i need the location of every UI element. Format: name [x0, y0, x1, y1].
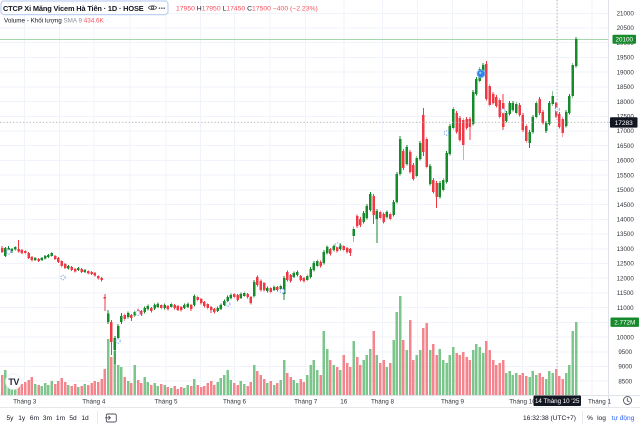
svg-text:Tháng 8: Tháng 8: [371, 398, 395, 405]
svg-text:13500: 13500: [617, 231, 635, 238]
svg-text:3m: 3m: [43, 415, 53, 422]
svg-text:12000: 12000: [617, 275, 635, 282]
svg-text:Tháng 7: Tháng 7: [294, 398, 318, 405]
svg-text:20500: 20500: [617, 25, 635, 32]
svg-text:Tháng 4: Tháng 4: [82, 398, 106, 405]
svg-text:16: 16: [340, 398, 348, 405]
svg-text:Volume - Khối lượng SMA 9 434: Volume - Khối lượng SMA 9 434.6K: [4, 15, 105, 24]
svg-text:1m: 1m: [56, 415, 66, 422]
svg-text:14500: 14500: [617, 202, 635, 209]
svg-text:log: log: [597, 415, 606, 422]
svg-text:2.772M: 2.772M: [614, 320, 635, 327]
svg-text:17500: 17500: [617, 114, 635, 121]
svg-text:CTCP Xi Măng Vicem Hà Tiên · 1: CTCP Xi Măng Vicem Hà Tiên · 1D · HOSE: [3, 4, 144, 13]
svg-text:18000: 18000: [617, 99, 635, 106]
svg-text:Tháng 9: Tháng 9: [441, 398, 465, 405]
svg-text:Tháng 3: Tháng 3: [13, 398, 37, 405]
svg-text:14 Tháng 10 '25: 14 Tháng 10 '25: [535, 398, 580, 405]
svg-text:9000: 9000: [618, 364, 632, 371]
svg-text:21000: 21000: [617, 11, 635, 18]
svg-text:Tháng 6: Tháng 6: [223, 398, 247, 405]
svg-text:1y: 1y: [18, 415, 26, 422]
svg-text:17283: 17283: [615, 120, 633, 127]
svg-text:20100: 20100: [615, 37, 633, 44]
svg-text:13000: 13000: [617, 246, 635, 253]
svg-text:10000: 10000: [617, 334, 635, 341]
svg-text:•••: •••: [159, 6, 166, 12]
svg-text:15000: 15000: [617, 187, 635, 194]
svg-text:16:32:38 (UTC+7): 16:32:38 (UTC+7): [523, 415, 576, 422]
svg-text:Tháng 10: Tháng 10: [509, 398, 536, 405]
svg-text:14000: 14000: [617, 217, 635, 224]
svg-text:16000: 16000: [617, 158, 635, 165]
svg-text:11000: 11000: [617, 305, 634, 312]
svg-text:9500: 9500: [618, 349, 632, 356]
svg-text:5y: 5y: [7, 415, 15, 422]
svg-text:1d: 1d: [81, 415, 89, 422]
svg-text:17000: 17000: [617, 128, 635, 135]
svg-text:TV: TV: [8, 377, 19, 387]
svg-text:16500: 16500: [617, 143, 635, 150]
svg-text:19000: 19000: [617, 69, 635, 76]
svg-text:15500: 15500: [617, 172, 635, 179]
svg-text:5d: 5d: [69, 415, 77, 422]
svg-text:11500: 11500: [617, 290, 634, 297]
svg-text:19500: 19500: [617, 55, 635, 62]
svg-text:Tháng 1: Tháng 1: [588, 398, 612, 405]
svg-text:tự động: tự động: [612, 415, 635, 422]
svg-text:Tháng 5: Tháng 5: [154, 398, 178, 405]
svg-text:18500: 18500: [617, 84, 635, 91]
svg-text:12500: 12500: [617, 261, 635, 268]
svg-text:8500: 8500: [618, 378, 632, 385]
svg-text:17950 H17950 L17450 C17500 −40: 17950 H17950 L17450 C17500 −400 (−2.23%): [176, 5, 318, 12]
svg-text:6m: 6m: [30, 415, 40, 422]
svg-text:%: %: [587, 415, 593, 422]
